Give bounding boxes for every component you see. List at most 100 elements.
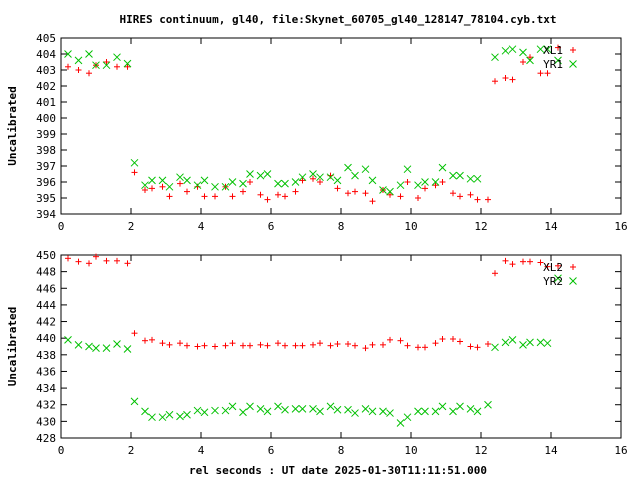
data-point xyxy=(537,70,544,77)
x-tick-label: 6 xyxy=(268,220,275,233)
data-point xyxy=(352,342,358,349)
x-tick-label: 8 xyxy=(338,444,345,457)
data-point xyxy=(183,176,191,185)
data-point xyxy=(299,342,306,349)
data-point xyxy=(158,413,167,422)
data-point xyxy=(298,173,307,182)
data-point xyxy=(369,341,376,348)
data-point xyxy=(228,178,237,186)
data-point xyxy=(351,409,359,417)
data-point xyxy=(257,191,264,198)
data-point xyxy=(456,171,464,180)
data-point xyxy=(256,405,265,413)
data-point xyxy=(501,46,510,55)
data-point xyxy=(467,343,474,350)
data-point xyxy=(492,270,498,277)
data-point xyxy=(75,67,82,73)
data-point xyxy=(508,45,517,54)
legend-label: XL2 xyxy=(543,261,563,274)
data-point xyxy=(380,341,386,348)
data-point xyxy=(148,413,156,422)
data-point xyxy=(404,342,411,349)
data-point xyxy=(519,340,527,349)
data-point xyxy=(240,188,246,195)
data-point xyxy=(520,59,526,65)
data-point xyxy=(263,407,272,416)
x-tick-label: 10 xyxy=(404,444,417,457)
data-point xyxy=(85,50,93,58)
data-point xyxy=(176,412,184,421)
data-point xyxy=(466,174,475,183)
data-point xyxy=(201,342,208,349)
data-point xyxy=(142,187,148,193)
y-tick-label: 404 xyxy=(36,48,56,61)
data-point xyxy=(130,158,139,167)
data-point xyxy=(473,174,482,183)
data-point xyxy=(275,191,281,198)
data-point xyxy=(246,170,254,178)
y-tick-label: 396 xyxy=(36,176,56,189)
legend-label: XL1 xyxy=(543,44,563,57)
y-tick-label: 401 xyxy=(36,96,56,109)
data-point xyxy=(537,259,544,266)
legend-marker xyxy=(570,47,576,53)
data-point xyxy=(165,182,174,191)
data-point xyxy=(527,258,533,265)
y-tick-label: 436 xyxy=(36,365,56,378)
data-point xyxy=(403,413,412,422)
data-point xyxy=(422,185,428,192)
data-point xyxy=(361,405,370,413)
data-point xyxy=(466,405,475,413)
y-tick-label: 432 xyxy=(36,399,56,412)
data-point xyxy=(432,340,439,347)
data-point xyxy=(414,181,422,190)
data-point xyxy=(520,258,526,265)
y-tick-label: 448 xyxy=(36,266,56,279)
data-point xyxy=(148,176,156,185)
data-point xyxy=(344,405,352,414)
data-point xyxy=(166,341,173,348)
data-point xyxy=(526,56,534,65)
data-point xyxy=(282,342,288,349)
data-point xyxy=(333,176,342,185)
data-point xyxy=(439,336,446,343)
data-point xyxy=(86,260,92,267)
data-point xyxy=(141,407,149,416)
data-point xyxy=(92,344,100,353)
y-tick-label: 444 xyxy=(36,299,56,312)
data-point xyxy=(502,75,509,81)
data-point xyxy=(247,179,253,185)
x-tick-label: 0 xyxy=(58,444,65,457)
data-point xyxy=(432,182,439,189)
y-tick-label: 405 xyxy=(36,32,56,45)
x-tick-label: 14 xyxy=(544,444,558,457)
data-point xyxy=(65,255,71,262)
data-point xyxy=(292,188,299,195)
data-point xyxy=(326,402,335,411)
data-point xyxy=(292,342,299,349)
data-point xyxy=(485,341,491,348)
data-point xyxy=(351,171,359,180)
data-point xyxy=(291,178,300,186)
data-point xyxy=(130,397,139,406)
data-point xyxy=(229,340,236,347)
data-point xyxy=(165,410,174,419)
data-point xyxy=(345,341,351,348)
y-tick-label: 395 xyxy=(36,192,56,205)
data-point xyxy=(309,405,317,413)
y-axis-label: Uncalibrated xyxy=(6,86,19,165)
legend-label: YR1 xyxy=(543,58,563,71)
data-point xyxy=(113,340,121,348)
data-point xyxy=(501,338,510,347)
x-tick-label: 12 xyxy=(474,444,487,457)
y-tick-label: 403 xyxy=(36,64,56,77)
data-point xyxy=(221,182,230,191)
data-point xyxy=(309,170,317,178)
legend-marker xyxy=(569,60,577,68)
data-point xyxy=(431,407,440,416)
legend-label: YR2 xyxy=(543,275,563,288)
x-tick-label: 16 xyxy=(614,444,627,457)
data-point xyxy=(299,177,306,184)
data-point xyxy=(519,48,527,57)
